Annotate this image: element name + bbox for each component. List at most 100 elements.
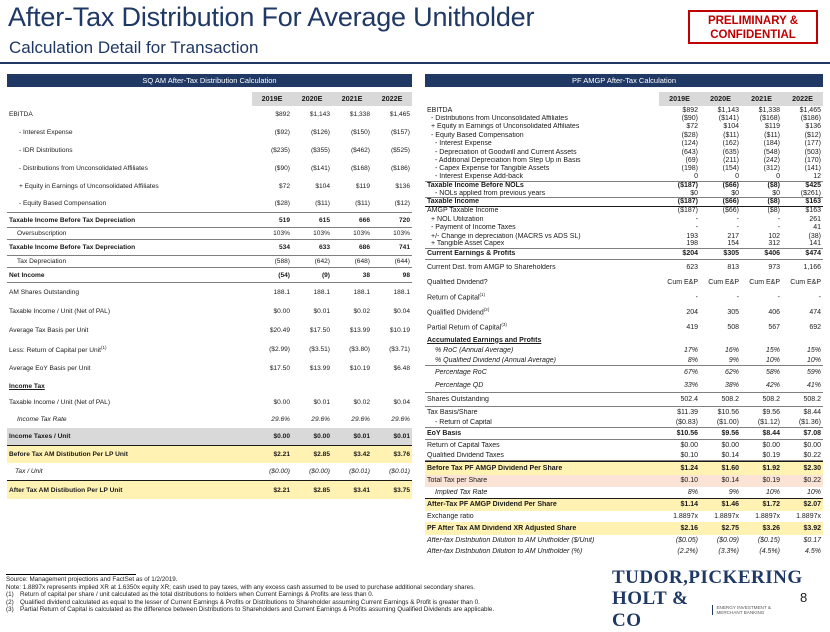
right-table-row: Taxable Income Before NOLs ($187) ($66) ($8… — [425, 182, 823, 190]
row-value: 813 — [727, 263, 739, 271]
row-value: $0.01 — [313, 308, 330, 315]
row-value: - — [736, 224, 739, 232]
row-value: $2.16 — [680, 524, 698, 532]
right-table-row: - Capex Expense for Tangible Assets (198)… — [425, 165, 823, 173]
left-table-row: Tax / Unit ($0.00) ($0.00) ($0.01) ($0.01) — [7, 463, 412, 480]
row-value: - — [736, 215, 739, 223]
left-table-body: EBITDA $892 $1,143 $1,338 $1,465 - Interest E… — [7, 106, 412, 499]
row-label: + NOL Utilization — [431, 215, 484, 223]
row-value: (124) — [681, 140, 698, 148]
row-label: +/- Change in depreciation (MACRS vs ADS… — [431, 232, 581, 240]
row-value: $0.02 — [353, 399, 370, 406]
row-label: Income Taxes / Unit — [9, 433, 71, 440]
row-value: ($525) — [390, 146, 410, 154]
row-value: $163 — [805, 207, 821, 215]
row-value: ($157) — [390, 128, 410, 136]
row-value: 103% — [393, 230, 410, 237]
right-table-row: - Interest Expense (124) (162) (184) (177) — [425, 140, 823, 148]
row-value: 217 — [727, 232, 739, 240]
row-value: ($90) — [274, 164, 290, 172]
row-value: 102 — [768, 232, 780, 240]
footnote-marker: (1) — [101, 344, 107, 350]
footnote-2: (2) Qualified dividend calculated as equa… — [6, 598, 480, 606]
row-value: $3.42 — [353, 451, 370, 458]
row-value: $17.50 — [269, 365, 290, 372]
row-value: 67% — [683, 368, 698, 376]
right-table-row: Percentage QD 33% 38% 42% 41% — [425, 379, 823, 392]
left-year-header: 2019E 2020E 2021E 2022E — [7, 92, 412, 106]
row-value: 17% — [683, 347, 698, 355]
row-value: 41 — [813, 224, 821, 232]
right-table-row: Current Earnings & Profits $204 $305 $406 $4… — [425, 249, 823, 260]
row-value: $0.04 — [393, 399, 410, 406]
row-value: $11.39 — [677, 408, 698, 416]
row-value: $104 — [315, 182, 330, 190]
row-label: - Interest Expense Add-back — [435, 173, 523, 181]
left-table-row: - IDR Distributions ($235) ($355) ($462) ($5… — [7, 141, 412, 159]
row-label: Taxable Income Before NOLs — [427, 182, 524, 190]
row-value: 9% — [728, 356, 739, 364]
row-label: AMGP Taxable Income — [427, 207, 499, 215]
row-value: (635) — [722, 148, 739, 156]
row-value: $20.49 — [269, 327, 290, 334]
row-value: ($2.99) — [269, 346, 290, 353]
row-label: Qualified Dividend? — [427, 278, 488, 286]
left-table-row: Tax Depreciation (588) (642) (648) (644) — [7, 255, 412, 268]
row-value: Cum E&P — [708, 278, 739, 286]
row-value: 8% — [687, 488, 698, 496]
confidential-badge: PRELIMINARY & CONFIDENTIAL — [688, 10, 818, 44]
row-value: 204 — [686, 308, 698, 316]
row-value: 0 — [694, 173, 698, 181]
row-value: 33% — [683, 381, 698, 389]
page-number: 8 — [800, 590, 808, 605]
row-value: 193 — [686, 232, 698, 240]
row-label: After-Tax PF AMGP Dividend Per Share — [427, 501, 557, 509]
row-value: 419 — [686, 323, 698, 331]
row-value: ($12) — [394, 200, 410, 207]
row-value: $72 — [278, 182, 290, 190]
right-table-row: After-Tax PF AMGP Dividend Per Share $1.1… — [425, 497, 823, 511]
row-value: ($11) — [355, 200, 370, 207]
row-value: $3.75 — [393, 486, 410, 494]
right-year-3: 2022E — [782, 92, 823, 106]
row-label: After-tax Distribution Dilution to AM Un… — [427, 547, 583, 555]
row-label: Qualified Dividend Taxes — [427, 451, 504, 459]
row-value: $3.41 — [353, 486, 370, 494]
row-label: EoY Basis — [427, 429, 462, 437]
row-value: ($235) — [270, 146, 290, 154]
row-label: Current Earnings & Profits — [427, 250, 516, 258]
logo-tagline: ENERGY INVESTMENT & MERCHANT BANKING — [712, 604, 772, 616]
row-value: ($90) — [681, 115, 698, 123]
row-value: $0.14 — [721, 451, 739, 459]
row-value: $1,338 — [349, 111, 370, 118]
row-value: 103% — [313, 230, 330, 237]
row-label: % RoC (Annual Average) — [435, 347, 514, 355]
left-year-3: 2022E — [372, 92, 412, 106]
row-value: ($3.51) — [309, 346, 330, 353]
row-value: $1.72 — [762, 501, 780, 509]
row-label: Total Tax per Share — [427, 477, 488, 485]
right-year-header: 2019E 2020E 2021E 2022E — [425, 92, 823, 106]
row-value: - — [818, 293, 821, 301]
row-label: + Tangible Asset Capex — [431, 240, 505, 248]
row-value: $1.14 — [680, 501, 698, 509]
row-value: $0.02 — [353, 308, 370, 315]
row-label: EBITDA — [9, 111, 33, 118]
row-value: $0.00 — [313, 433, 330, 440]
row-value: $2.85 — [313, 451, 330, 458]
row-value: (642) — [314, 258, 330, 265]
row-value: 38% — [724, 381, 739, 389]
footnote-divider — [6, 574, 136, 575]
row-value: $406 — [764, 250, 780, 258]
row-value: 623 — [686, 263, 698, 271]
row-label: - IDR Distributions — [19, 146, 73, 154]
right-table-row: EoY Basis $10.56 $9.56 $8.44 $7.08 — [425, 428, 823, 440]
right-table-row: - Distributions from Unconsolidated Affi… — [425, 114, 823, 122]
row-value: 4.5% — [805, 547, 821, 555]
row-label: Return of Capital Taxes — [427, 441, 500, 449]
row-value: 103% — [353, 230, 370, 237]
right-table-row: After-tax Distribution Dilution to AM Un… — [425, 546, 823, 557]
row-label: Taxable Income / Unit (Net of PAL) — [9, 308, 111, 315]
footnote-marker: (1) — [479, 292, 486, 298]
right-table-row: Return of Capital(1) - - - - — [425, 290, 823, 305]
